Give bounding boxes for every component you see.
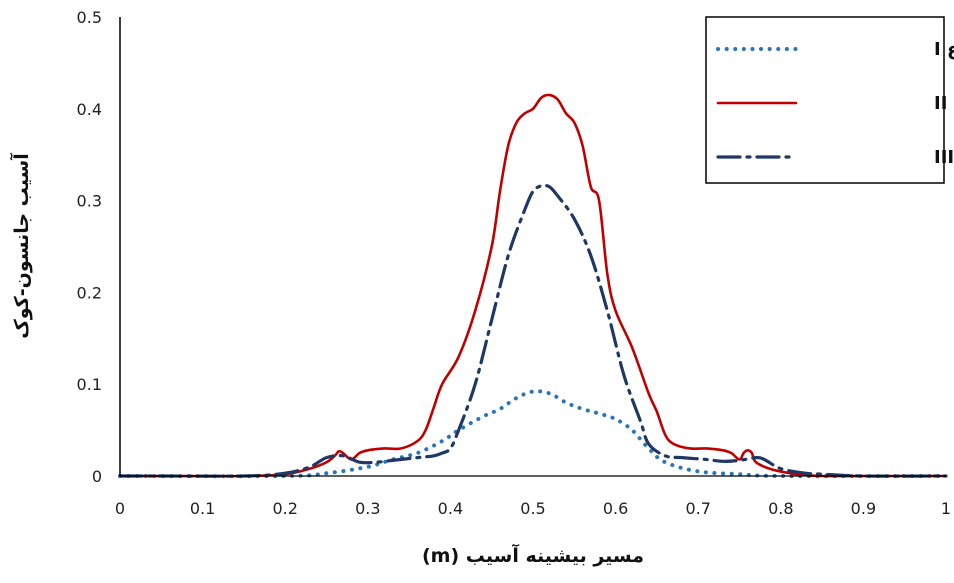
x-tick-label: 0 — [115, 499, 125, 518]
y-tick-label: 0.1 — [77, 375, 102, 394]
legend: مخزن نوع I مخزن نوع II مخزن نوع III — [705, 16, 954, 184]
x-tick-label: 0.1 — [190, 499, 215, 518]
y-tick-label: 0 — [92, 467, 102, 486]
series-line-3 — [118, 183, 948, 478]
plot-lines — [118, 93, 948, 479]
y-tick-label: 0.3 — [77, 192, 102, 211]
y-tick-labels: 0 0.1 0.2 0.3 0.4 0.5 — [77, 8, 102, 486]
legend-label-1: مخزن نوع I — [934, 39, 954, 60]
y-tick-label: 0.2 — [77, 283, 102, 302]
x-tick-label: 0.7 — [685, 499, 710, 518]
x-axis-title: مسیر بیشینه آسیب (m) — [422, 543, 644, 567]
series-line-1 — [118, 389, 948, 479]
y-axis-title: آسیب جانسون-کوک — [9, 153, 33, 339]
x-tick-label: 0.9 — [851, 499, 876, 518]
x-tick-labels: 0 0.1 0.2 0.3 0.4 0.5 0.6 0.7 0.8 0.9 1 — [115, 499, 951, 518]
x-tick-label: 0.8 — [768, 499, 793, 518]
y-tick-label: 0.4 — [77, 100, 102, 119]
legend-box — [705, 16, 945, 184]
x-tick-label: 0.2 — [272, 499, 297, 518]
x-tick-label: 1 — [941, 499, 951, 518]
x-tick-label: 0.5 — [520, 499, 545, 518]
x-tick-label: 0.3 — [355, 499, 380, 518]
x-tick-label: 0.4 — [438, 499, 463, 518]
x-tick-label: 0.6 — [603, 499, 628, 518]
legend-label-3: مخزن نوع III — [934, 147, 954, 168]
legend-label-2: مخزن نوع II — [934, 93, 954, 114]
y-tick-label: 0.5 — [77, 8, 102, 27]
